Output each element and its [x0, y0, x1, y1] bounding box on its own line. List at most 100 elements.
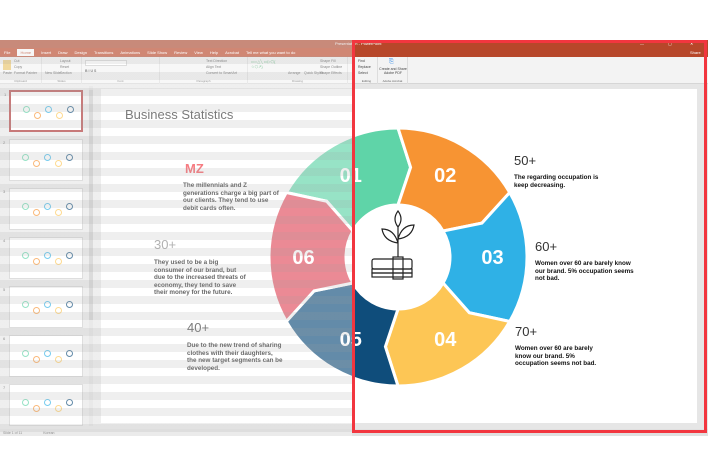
slide-thumbnail[interactable]: 2	[3, 139, 83, 181]
slide-title: Business Statistics	[125, 107, 234, 122]
thumbnail-number: 6	[3, 336, 6, 341]
create-pdf-button[interactable]: Create and Share Adobe PDF	[379, 67, 407, 75]
slide-thumbnail[interactable]: 6	[3, 335, 83, 377]
tab-view[interactable]: View	[194, 50, 203, 55]
segment-label: 01	[340, 165, 362, 187]
status-bar: Slide 1 of 11 Korean	[0, 429, 708, 436]
align-text-button[interactable]: Align Text	[206, 65, 222, 69]
thumbnail-number: 3	[3, 189, 6, 194]
format-painter-button[interactable]: Format Painter	[14, 71, 38, 75]
tab-slide-show[interactable]: Slide Show	[147, 50, 168, 55]
tab-home[interactable]: Home	[17, 49, 35, 56]
drawing-group: ▭○△╲ ▭▷⬠{ ☆⬡↗} Arrange Quick Styles Shap…	[248, 57, 348, 84]
shape-outline-button[interactable]: Shape Outline	[320, 65, 343, 69]
segment-label: 06	[292, 247, 314, 269]
40-heading: 40+	[187, 320, 210, 335]
cut-button[interactable]: Cut	[14, 59, 20, 63]
50-text: The regarding occupation is keep decreas…	[514, 174, 599, 189]
section-button[interactable]: Section	[60, 71, 72, 75]
tab-help[interactable]: Help	[209, 50, 219, 55]
thumbnail-number: 7	[3, 385, 6, 390]
tab-transitions[interactable]: Transitions	[93, 50, 114, 55]
30-text: They used to be a big consumer of our br…	[154, 259, 246, 297]
slides-group: New Slide Layout Reset Section Slides	[42, 57, 82, 84]
slide-thumbnail[interactable]: 1	[4, 90, 83, 132]
shape-effects-button[interactable]: Shape Effects	[320, 71, 342, 75]
title-bar: Presentation - PowerPoint — ▢ ✕	[0, 40, 708, 48]
plant-money-icon	[371, 209, 415, 280]
copy-button[interactable]: Copy	[14, 65, 23, 69]
font-group: B I U S Font	[82, 57, 160, 84]
bold-button[interactable]: B I U S	[85, 69, 97, 73]
thumbnail-number: 4	[3, 238, 6, 243]
slide-thumbnail[interactable]: 3	[3, 188, 83, 230]
slide-thumbnail[interactable]: 5	[3, 286, 83, 328]
mz-text: The millennials and Z generations charge…	[183, 182, 279, 212]
thumbnail-scrollbar[interactable]	[89, 86, 93, 426]
replace-button[interactable]: Replace	[358, 65, 371, 69]
slide-counter: Slide 1 of 11	[3, 430, 23, 435]
new-slide-button[interactable]: New Slide	[45, 71, 61, 75]
thumbnail-number: 5	[3, 287, 6, 292]
group-label: Font	[117, 79, 124, 83]
30-heading: 30+	[154, 237, 177, 252]
segment-06[interactable]	[267, 190, 356, 325]
paste-button[interactable]: Paste	[3, 71, 12, 75]
group-label: Editing	[361, 79, 372, 83]
slide-thumbnail-pane: 1 2 3 4 5 6 7	[0, 86, 92, 430]
tab-review[interactable]: Review	[174, 50, 188, 55]
segment-label: 04	[434, 329, 457, 351]
thumbnail-number: 1	[4, 92, 7, 97]
group-label: Clipboard	[14, 79, 27, 83]
group-label: Paragraph	[196, 79, 211, 83]
shapes-gallery[interactable]: ▭○△╲ ▭▷⬠{ ☆⬡↗}	[251, 59, 276, 69]
ribbon-tabs: File Home Insert Draw Design Transitions Anima…	[0, 48, 708, 57]
tab-acrobat[interactable]: Acrobat	[225, 50, 239, 55]
clipboard-group: Paste Cut Copy Format Painter Clipboard	[0, 57, 42, 84]
shape-fill-button[interactable]: Shape Fill	[320, 59, 336, 63]
powerpoint-window: Presentation - PowerPoint — ▢ ✕ File Home…	[0, 40, 708, 436]
text-direction-button[interactable]: Text Direction	[206, 59, 228, 63]
60-text: Women over 60 are barely know our brand.…	[535, 260, 634, 283]
paste-icon[interactable]	[3, 60, 11, 70]
close-button[interactable]: ✕	[690, 41, 694, 46]
tab-tell-me-what-you-want-to-do[interactable]: Tell me what you want to do	[245, 50, 296, 55]
slide-thumbnail[interactable]: 7	[3, 384, 83, 426]
70-heading: 70+	[515, 324, 538, 339]
tab-insert[interactable]: Insert	[41, 50, 52, 55]
paragraph-group: Text Direction Align Text Convert to Sma…	[160, 57, 248, 84]
find-button[interactable]: Find	[358, 59, 365, 63]
group-label: Adobe Acrobat	[382, 79, 403, 83]
tab-draw[interactable]: Draw	[58, 50, 68, 55]
language-indicator[interactable]: Korean	[43, 430, 55, 435]
select-button[interactable]: Select	[358, 71, 368, 75]
layout-button[interactable]: Layout	[60, 59, 71, 63]
font-name-select[interactable]	[85, 60, 127, 66]
ribbon: Paste Cut Copy Format Painter Clipboard …	[0, 57, 708, 84]
tab-file[interactable]: File	[4, 50, 11, 55]
quick-styles-button[interactable]: Quick Styles	[304, 71, 324, 75]
minimize-button[interactable]: —	[640, 41, 644, 46]
50-heading: 50+	[514, 153, 537, 168]
window-title: Presentation - PowerPoint	[335, 41, 382, 46]
group-label: Slides	[57, 79, 66, 83]
slide-thumbnail[interactable]: 4	[3, 237, 83, 279]
tab-design[interactable]: Design	[74, 50, 87, 55]
mz-heading: MZ	[185, 161, 204, 176]
smartart-button[interactable]: Convert to SmartArt	[206, 71, 237, 75]
segment-label: 03	[481, 247, 503, 269]
60-heading: 60+	[535, 239, 558, 254]
tab-animations[interactable]: Animations	[120, 50, 141, 55]
70-text: Women over 60 are barely know our brand.…	[515, 345, 597, 368]
share-button[interactable]: Share	[690, 50, 701, 55]
40-text: Due to the new trend of sharing clothes …	[187, 342, 283, 372]
adobe-pdf-icon: ⎘	[389, 59, 394, 65]
group-label: Drawing	[291, 79, 303, 83]
arrange-button[interactable]: Arrange	[288, 71, 301, 75]
restore-button[interactable]: ▢	[668, 41, 672, 46]
slide-canvas[interactable]: Business Statistics MZ The millennials a…	[101, 89, 697, 423]
segment-label: 05	[340, 329, 362, 351]
editing-group: Find Replace Select Editing	[356, 57, 378, 84]
reset-button[interactable]: Reset	[60, 65, 70, 69]
thumbnail-number: 2	[3, 140, 6, 145]
